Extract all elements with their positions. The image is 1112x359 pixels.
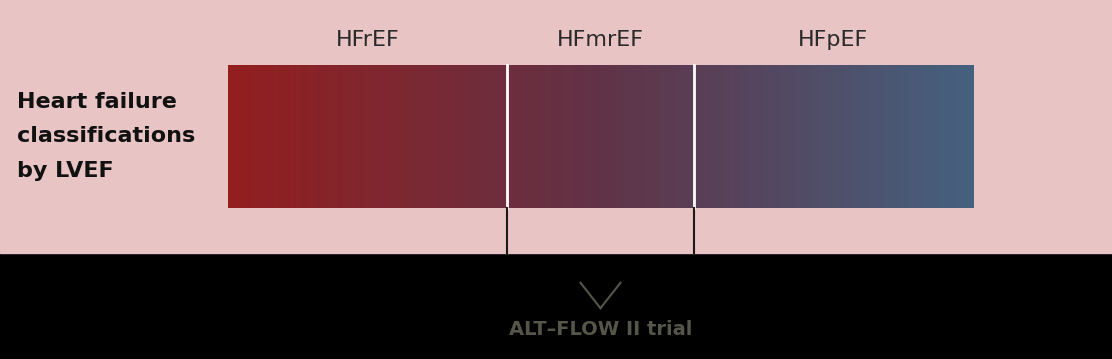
Text: 50%: 50% bbox=[613, 108, 683, 136]
Text: Heart failure: Heart failure bbox=[17, 92, 177, 112]
Text: ALT–FLOW II trial: ALT–FLOW II trial bbox=[509, 320, 692, 339]
Bar bbox=[0, 253, 1112, 359]
Text: classifications: classifications bbox=[17, 126, 195, 146]
Bar bbox=[0, 0, 1112, 253]
Text: by LVEF: by LVEF bbox=[17, 160, 113, 181]
Text: 40%: 40% bbox=[427, 108, 496, 136]
Text: HFrEF: HFrEF bbox=[336, 30, 399, 50]
Text: LVEF: LVEF bbox=[566, 141, 635, 167]
Text: HFmrEF: HFmrEF bbox=[557, 30, 644, 50]
Text: HFpEF: HFpEF bbox=[798, 30, 868, 50]
